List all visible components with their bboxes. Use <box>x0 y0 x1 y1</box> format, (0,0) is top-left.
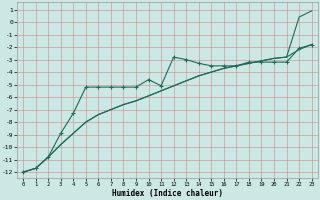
X-axis label: Humidex (Indice chaleur): Humidex (Indice chaleur) <box>112 189 223 198</box>
